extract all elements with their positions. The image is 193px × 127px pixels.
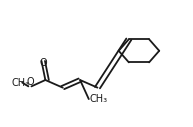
Text: O: O (39, 58, 47, 68)
Text: O: O (26, 77, 34, 87)
Text: CH₃: CH₃ (12, 78, 30, 88)
Text: CH₃: CH₃ (90, 94, 108, 104)
